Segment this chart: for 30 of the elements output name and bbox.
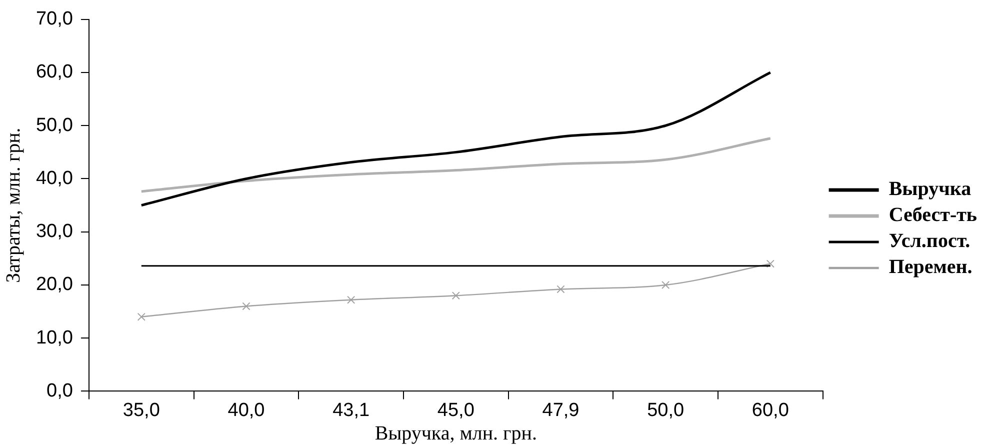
x-tick-label: 45,0 (437, 400, 474, 421)
x-tick-label: 35,0 (122, 400, 160, 421)
point (766, 260, 774, 268)
y-tick-label: 40,0 (36, 168, 73, 189)
y-axis-title: Затраты, млн. грн. (2, 128, 24, 283)
x-tick-label: 60,0 (752, 400, 789, 421)
line-series (140, 71, 772, 207)
y-tick-label: 70,0 (36, 8, 73, 30)
x-tick-label: 43,1 (332, 400, 370, 421)
x-tick-label: 40,0 (228, 400, 265, 421)
y-tick-label: 0,0 (46, 380, 73, 402)
point (662, 280, 670, 290)
y-tick-label: 50,0 (36, 114, 73, 136)
legend-label: Выручка (888, 178, 972, 200)
point (347, 296, 356, 304)
point (452, 292, 460, 300)
point (242, 302, 250, 310)
point (556, 285, 565, 294)
y-tick-label: 10,0 (36, 327, 73, 348)
x-tick-label: 47,9 (542, 400, 580, 421)
legend-label: Себест-ть (888, 204, 978, 226)
y-tick-label: 30,0 (36, 221, 73, 242)
y-tick-label: 60,0 (36, 62, 73, 83)
point (137, 312, 146, 321)
line-series (140, 137, 772, 193)
legend-label: Усл.пост. (888, 230, 970, 252)
y-tick-label: 20,0 (36, 274, 73, 296)
x-tick-label: 50,0 (647, 400, 684, 421)
x-axis-title: Выручка, млн. грн. (374, 422, 537, 444)
legend-label: Перемен. (888, 256, 972, 278)
